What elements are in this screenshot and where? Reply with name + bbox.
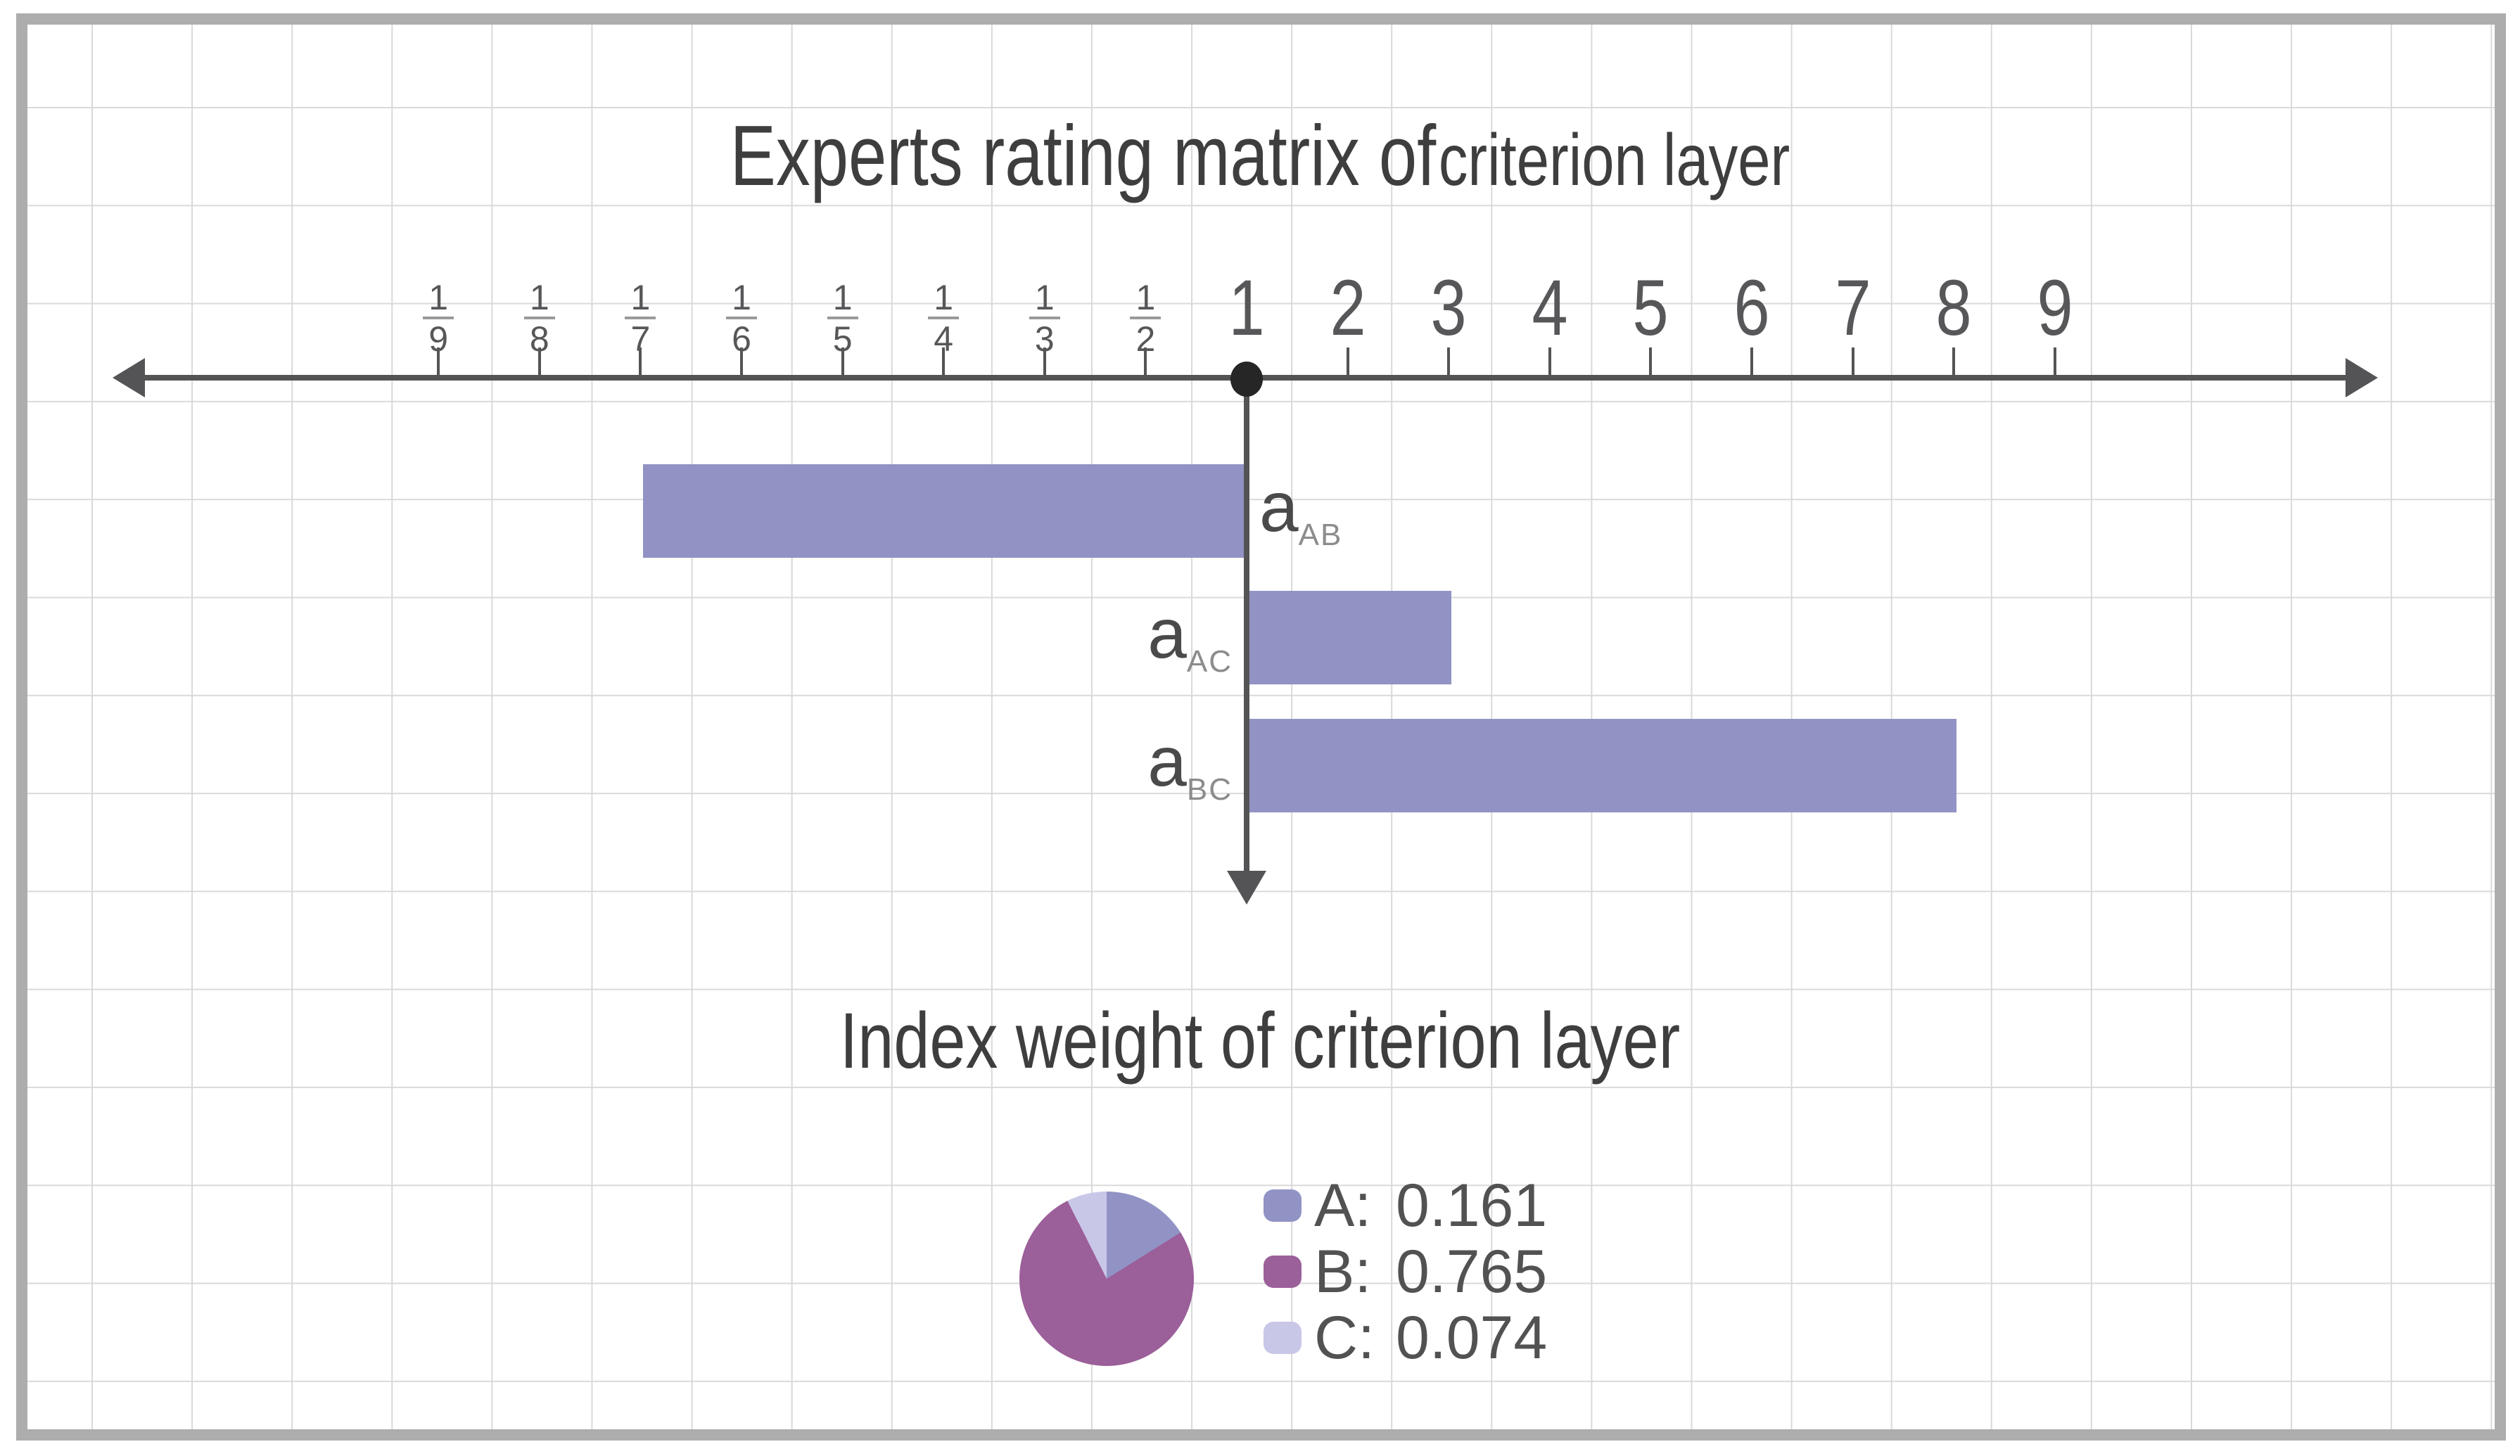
axis-tick-label: 6 [1733,264,1770,352]
fraction-denominator: 6 [732,319,751,359]
legend-value: 0.161 [1396,1172,1548,1239]
axis-tick [1548,347,1551,376]
fraction-numerator: 1 [1029,280,1060,319]
fraction-denominator: 5 [832,319,853,359]
bar-AB [643,464,1249,558]
chart-title-main: Experts rating matrix of [730,108,1437,203]
bar-label-symbol: aAC [1147,594,1233,679]
bar-label-subscript: BC [1186,772,1233,807]
axis-tick [1043,347,1046,376]
fraction-denominator: 7 [630,319,651,359]
fraction-numerator: 1 [523,280,555,319]
axis-tick [1346,347,1349,376]
fraction-denominator: 3 [1034,319,1055,359]
bar-label-AB: aAB [1259,464,1342,558]
legend-swatch-A [1264,1189,1302,1222]
fraction-numerator: 1 [726,280,757,319]
legend-row-B: B: 0.765 [1264,1239,1547,1305]
axis-tick [841,347,844,376]
legend-label: B: [1314,1238,1372,1305]
bar-label-subscript: AB [1298,517,1343,552]
legend-row-C: C: 0.074 [1264,1305,1547,1371]
fraction-denominator: 8 [529,319,549,359]
fraction-numerator: 1 [1130,280,1162,319]
axis-arrow-right-icon [2346,358,2378,397]
pie-chart [1019,1192,1194,1366]
legend-swatch-C [1264,1322,1302,1354]
axis-tick-label: 3 [1430,264,1467,352]
bar-BC [1247,719,1957,812]
fraction-denominator: 2 [1135,319,1156,359]
legend-value: 0.074 [1396,1304,1548,1372]
legend-swatch-B [1264,1256,1302,1288]
axis-arrow-left-icon [113,358,145,397]
axis-tick-label: 7 [1835,264,1871,352]
axis-tick [1952,347,1956,376]
axis-tick [537,347,541,376]
axis-tick-label: 8 [1935,264,1972,352]
fraction-numerator: 1 [928,280,960,319]
axis-tick [1447,347,1451,376]
bar-AC [1247,591,1452,684]
pie-chart-title: Index weight of criterion layer [839,997,1681,1085]
bar-label-AC: aAC [774,591,1233,684]
pie-legend: A: 0.161 B: 0.765 C: 0.074 [1264,1173,1547,1371]
axis-tick [740,347,743,376]
axis-tick-label: 5 [1632,264,1669,352]
legend-value: 0.765 [1396,1238,1548,1305]
fraction-denominator: 4 [934,319,954,359]
origin-vertical-line [1244,380,1249,872]
axis-tick [437,347,440,376]
axis-tick-label: 2 [1330,264,1366,352]
axis-tick [2053,347,2056,376]
axis-tick-label: 9 [2037,264,2073,352]
axis-tick [942,347,946,376]
bar-label-BC: aBC [774,719,1233,812]
legend-row-A: A: 0.161 [1264,1173,1547,1239]
axis-tick-label: 1 [1228,264,1265,352]
bar-label-symbol: aBC [1147,722,1233,807]
bar-label-subscript: AC [1186,644,1233,679]
origin-dot [1230,362,1263,397]
bar-label-symbol: aAB [1259,467,1343,552]
chart-title: Experts rating matrix of criterion layer [252,113,2268,198]
fraction-numerator: 1 [423,280,454,319]
axis-tick [1144,347,1147,376]
fraction-denominator: 9 [428,319,449,359]
axis-tick [1750,347,1753,376]
legend-label: C: [1314,1304,1375,1372]
axis-tick [1851,347,1854,376]
axis-tick [639,347,642,376]
fraction-numerator: 1 [625,280,656,319]
axis-tick [1649,347,1653,376]
origin-arrow-down-icon [1227,871,1266,905]
fraction-numerator: 1 [827,280,858,319]
axis-tick-label: 4 [1532,264,1568,352]
legend-label: A: [1314,1172,1372,1239]
chart-title-sub: criterion layer [1438,120,1790,201]
